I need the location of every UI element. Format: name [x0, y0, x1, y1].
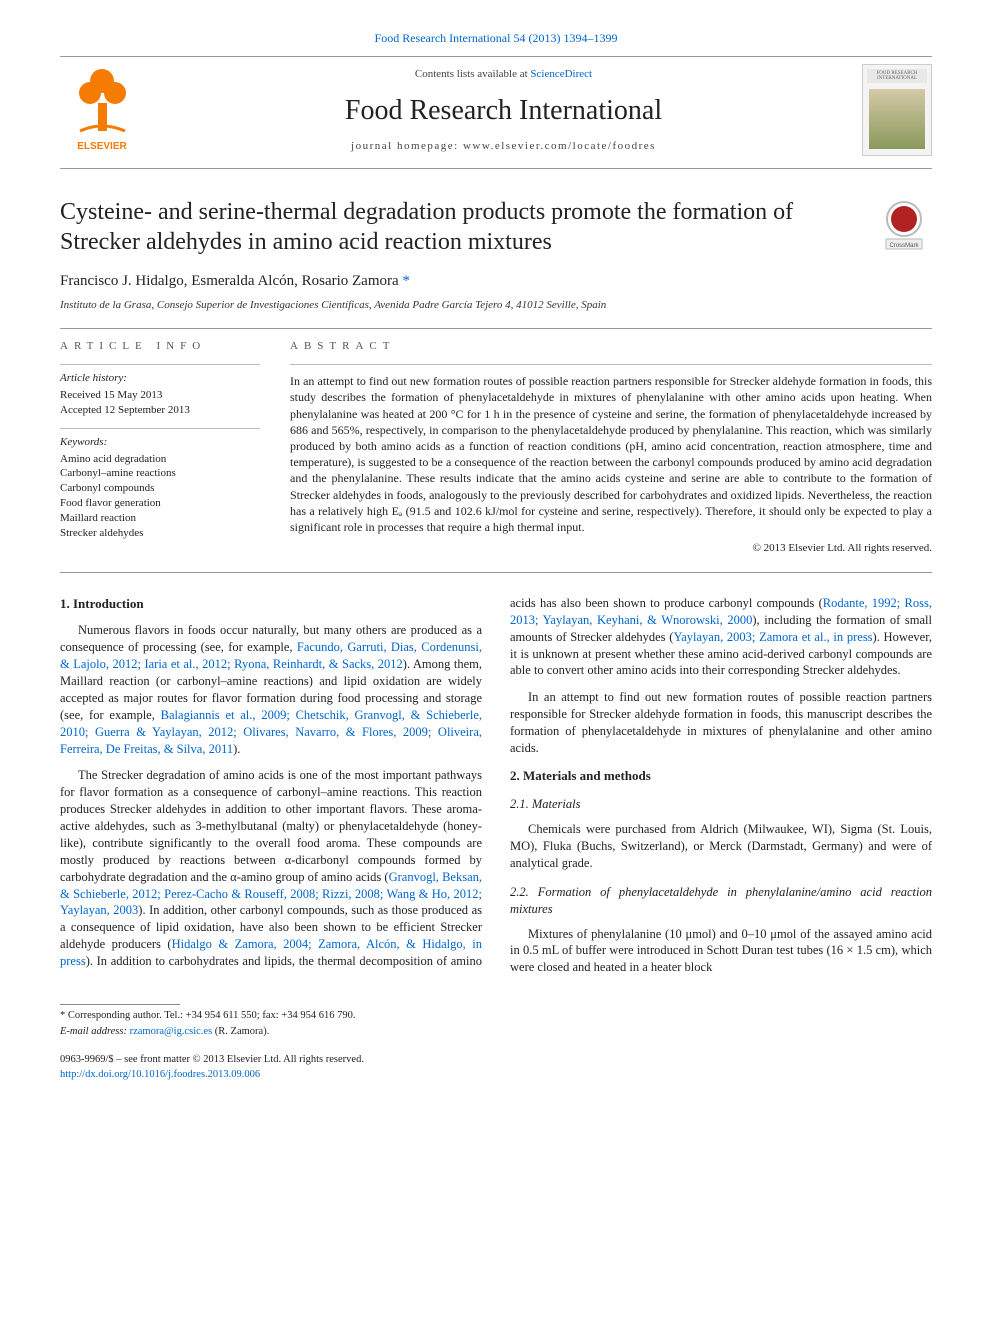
svg-text:CrossMark: CrossMark	[889, 243, 919, 249]
abstract-col: abstract In an attempt to find out new f…	[290, 339, 932, 556]
history-list: Received 15 May 2013 Accepted 12 Septemb…	[60, 388, 260, 418]
article-info-heading: article info	[60, 339, 260, 354]
section-2-heading: 2. Materials and methods	[510, 767, 932, 785]
keyword: Strecker aldehydes	[60, 526, 260, 541]
doi-link[interactable]: http://dx.doi.org/10.1016/j.foodres.2013…	[60, 1069, 260, 1080]
footer-left: * Corresponding author. Tel.: +34 954 61…	[60, 1009, 583, 1039]
title-row: Cysteine- and serine-thermal degradation…	[60, 197, 932, 258]
article-info-col: article info Article history: Received 1…	[60, 339, 260, 556]
authors-line: Francisco J. Hidalgo, Esmeralda Alcón, R…	[60, 271, 932, 291]
homepage-url: www.elsevier.com/locate/foodres	[463, 140, 656, 152]
contents-prefix: Contents lists available at	[415, 68, 530, 80]
rule-bottom	[60, 572, 932, 573]
materials-p1: Chemicals were purchased from Aldrich (M…	[510, 821, 932, 872]
keywords-label: Keywords:	[60, 435, 260, 450]
footer-bottom: 0963-9969/$ – see front matter © 2013 El…	[60, 1039, 932, 1081]
keywords-list: Amino acid degradation Carbonyl–amine re…	[60, 452, 260, 541]
body-columns: 1. Introduction Numerous flavors in food…	[60, 595, 932, 978]
keyword: Maillard reaction	[60, 511, 260, 526]
rule-top	[60, 328, 932, 329]
accepted-line: Accepted 12 September 2013	[60, 403, 260, 418]
section-1-heading: 1. Introduction	[60, 595, 482, 613]
authors-text: Francisco J. Hidalgo, Esmeralda Alcón, R…	[60, 273, 402, 289]
info-rule-1	[60, 364, 260, 365]
abstract-heading: abstract	[290, 339, 932, 354]
received-line: Received 15 May 2013	[60, 388, 260, 403]
contents-line: Contents lists available at ScienceDirec…	[145, 67, 862, 82]
section-2-1-heading: 2.1. Materials	[510, 796, 932, 813]
p2-text-a: The Strecker degradation of amino acids …	[60, 768, 482, 883]
intro-p1: Numerous flavors in foods occur naturall…	[60, 622, 482, 757]
svg-text:ELSEVIER: ELSEVIER	[77, 141, 127, 152]
top-citation-link[interactable]: Food Research International 54 (2013) 13…	[60, 30, 932, 46]
affiliation: Instituto de la Grasa, Consejo Superior …	[60, 298, 932, 313]
email-line: E-mail address: rzamora@ig.csic.es (R. Z…	[60, 1025, 583, 1039]
email-link[interactable]: rzamora@ig.csic.es	[130, 1026, 213, 1037]
journal-cover-label: FOOD RESEARCH INTERNATIONAL	[867, 69, 927, 83]
article-title: Cysteine- and serine-thermal degradation…	[60, 197, 864, 257]
article-history-label: Article history:	[60, 371, 260, 386]
homepage-line: journal homepage: www.elsevier.com/locat…	[145, 139, 862, 154]
p1-text-c: ).	[233, 742, 240, 756]
info-abstract-row: article info Article history: Received 1…	[60, 339, 932, 556]
keyword: Food flavor generation	[60, 496, 260, 511]
email-label: E-mail address:	[60, 1026, 130, 1037]
keyword: Amino acid degradation	[60, 452, 260, 467]
sciencedirect-link[interactable]: ScienceDirect	[530, 68, 592, 80]
header-center: Contents lists available at ScienceDirec…	[145, 67, 862, 154]
journal-header: ELSEVIER Contents lists available at Sci…	[60, 56, 932, 169]
abstract-text: In an attempt to find out new formation …	[290, 373, 932, 535]
page-footer: * Corresponding author. Tel.: +34 954 61…	[60, 1004, 932, 1082]
corresponding-marker[interactable]: *	[402, 273, 410, 289]
crossmark-badge[interactable]: CrossMark	[876, 197, 932, 258]
keyword: Carbonyl–amine reactions	[60, 466, 260, 481]
info-rule-2	[60, 428, 260, 429]
homepage-prefix: journal homepage:	[351, 140, 463, 152]
citation-link[interactable]: Food Research International 54 (2013) 13…	[375, 31, 618, 45]
journal-title: Food Research International	[145, 92, 862, 130]
keyword: Carbonyl compounds	[60, 481, 260, 496]
footer-sep	[60, 1004, 180, 1005]
section-2-2-heading: 2.2. Formation of phenylacetaldehyde in …	[510, 884, 932, 918]
issn-line: 0963-9969/$ – see front matter © 2013 El…	[60, 1053, 932, 1067]
formation-p1: Mixtures of phenylalanine (10 μmol) and …	[510, 926, 932, 977]
journal-cover-thumb: FOOD RESEARCH INTERNATIONAL	[862, 64, 932, 156]
corresponding-author: * Corresponding author. Tel.: +34 954 61…	[60, 1009, 583, 1023]
intro-p3: In an attempt to find out new formation …	[510, 689, 932, 757]
elsevier-logo: ELSEVIER	[60, 63, 145, 158]
journal-cover-image	[869, 89, 925, 149]
ref-link[interactable]: Yaylayan, 2003; Zamora et al., in press	[673, 630, 872, 644]
abstract-rule	[290, 364, 932, 365]
email-suffix: (R. Zamora).	[212, 1026, 269, 1037]
abstract-copyright: © 2013 Elsevier Ltd. All rights reserved…	[290, 541, 932, 556]
